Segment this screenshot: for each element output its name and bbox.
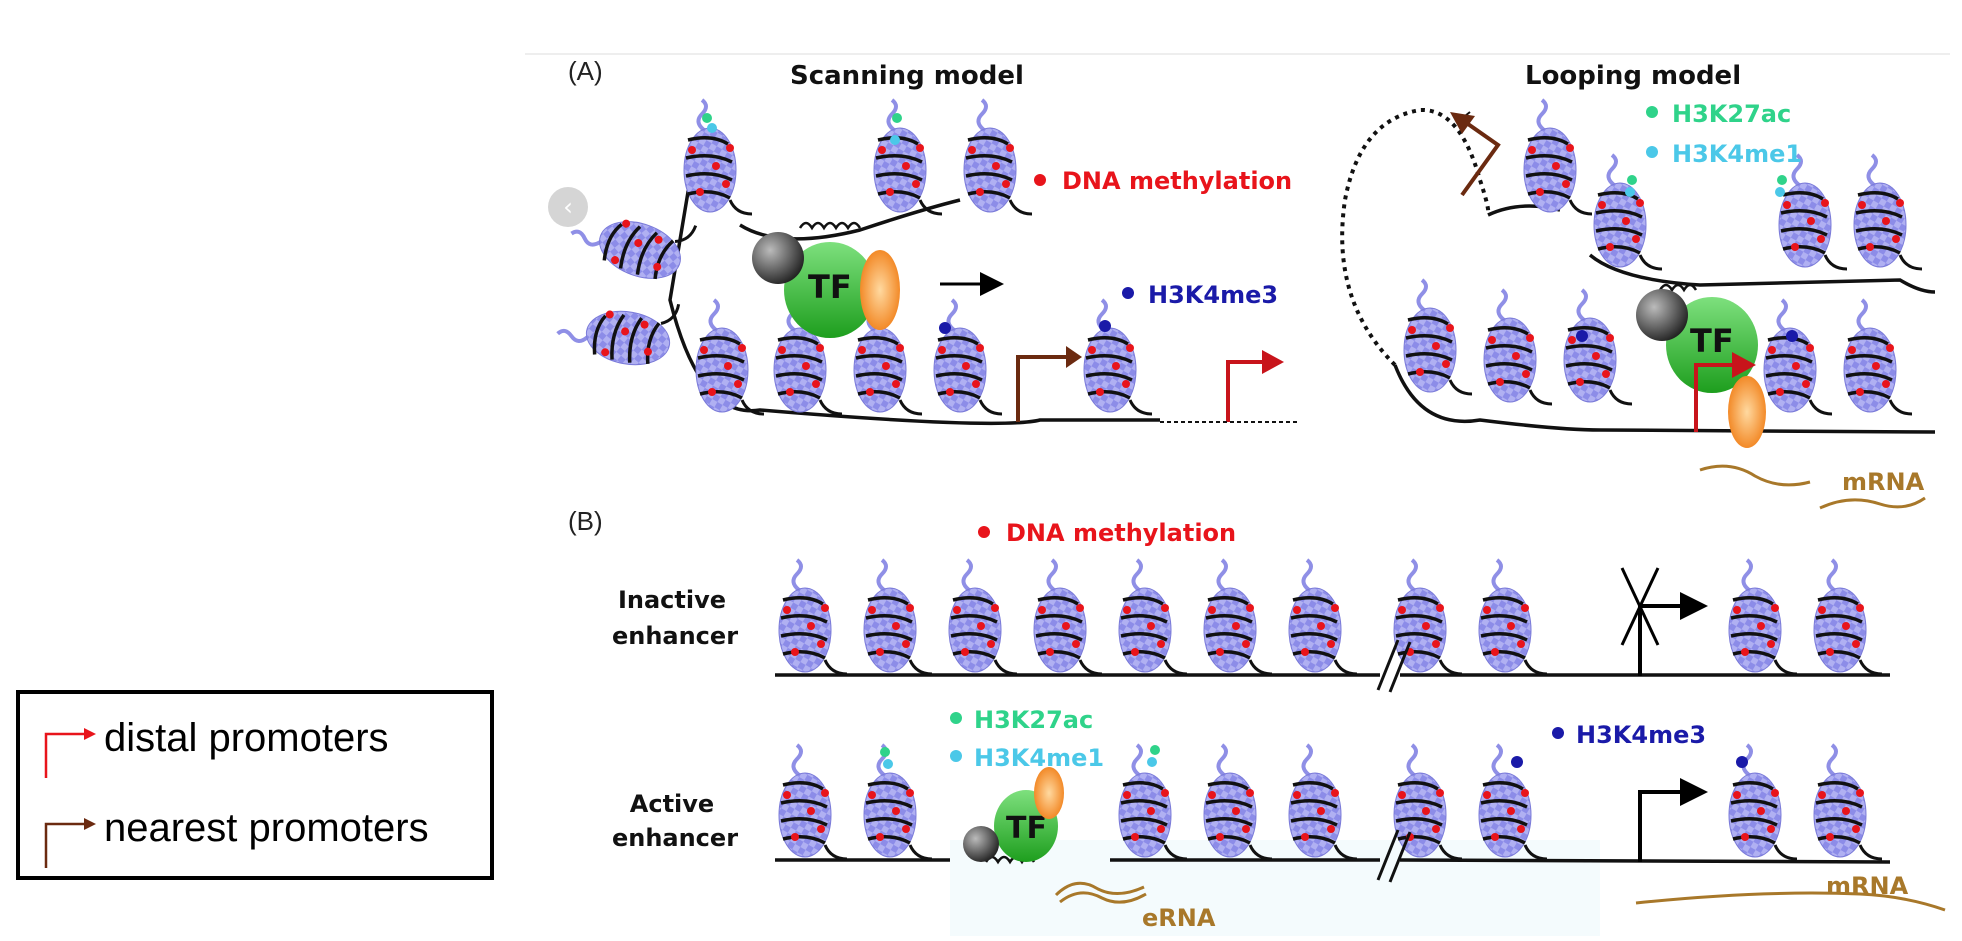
active-enhancer-line1: Active <box>630 790 714 818</box>
active-enhancer-chromatin: TF eRNA mRNA <box>775 743 1946 936</box>
legend-h3k27ac-b: H3K27ac <box>950 706 1093 734</box>
dna-methylation-label-a: DNA methylation <box>1062 167 1292 195</box>
h3k27ac-label-b: H3K27ac <box>974 706 1093 734</box>
inactive-enhancer-chromatin <box>775 558 1890 693</box>
inactive-enhancer-line1: Inactive <box>618 586 726 614</box>
legend-dna-methylation-b: DNA methylation <box>978 519 1236 547</box>
legend-dna-methylation-a: DNA methylation <box>1034 167 1292 195</box>
panel-a-label: (A) <box>568 56 603 86</box>
erna-label: eRNA <box>1142 904 1216 932</box>
legend-h3k27ac-a: H3K27ac <box>1646 100 1791 128</box>
legend-distal-promoters: distal promoters <box>104 716 389 760</box>
tf-scanning-label: TF <box>808 268 852 306</box>
inactive-enhancer-line2: enhancer <box>612 622 738 650</box>
active-enhancer-line2: enhancer <box>612 824 738 852</box>
legend-h3k4me1-a: H3K4me1 <box>1646 140 1802 168</box>
legend-nearest-promoters: nearest promoters <box>104 806 429 850</box>
h3k4me3-label-a: H3K4me3 <box>1148 281 1278 309</box>
promoter-legend: distal promoters nearest promoters <box>16 690 494 880</box>
h3k4me3-label-b: H3K4me3 <box>1576 721 1706 749</box>
distal-promoter-arrow-icon <box>44 728 96 778</box>
legend-h3k4me1-b: H3K4me1 <box>950 744 1104 772</box>
mrna-label-a: mRNA <box>1842 468 1925 496</box>
scanning-model-chromatin: TF <box>552 98 1298 426</box>
looping-model-title: Looping model <box>1525 61 1741 91</box>
chevron-left-icon[interactable]: ‹ <box>548 187 588 227</box>
scanning-model-title: Scanning model <box>790 61 1024 91</box>
looping-model-chromatin: TF mRNA <box>1340 98 1936 510</box>
h3k27ac-label-a: H3K27ac <box>1672 100 1791 128</box>
nearest-promoter-arrow-icon <box>44 818 96 868</box>
dna-methylation-label-b: DNA methylation <box>1006 519 1236 547</box>
legend-h3k4me3-b: H3K4me3 <box>1552 721 1706 749</box>
mrna-label-b: mRNA <box>1826 872 1909 900</box>
tf-active-label: TF <box>1006 811 1047 846</box>
legend-h3k4me3-a: H3K4me3 <box>1122 281 1278 309</box>
tf-looping-label: TF <box>1690 322 1734 360</box>
panel-b-label: (B) <box>568 506 603 536</box>
h3k4me1-label-b: H3K4me1 <box>974 744 1104 772</box>
h3k4me1-label-a: H3K4me1 <box>1672 140 1802 168</box>
